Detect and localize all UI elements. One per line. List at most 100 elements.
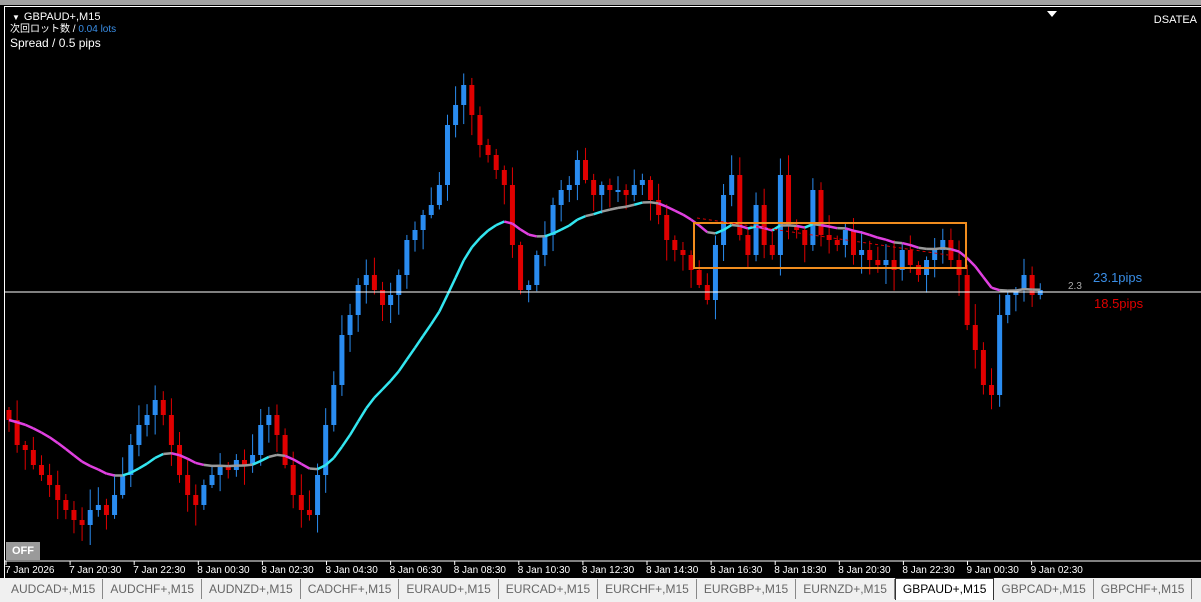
- moving-average-segment: [357, 407, 368, 423]
- dropdown-triangle-icon[interactable]: [1047, 11, 1057, 17]
- candle-body: [615, 190, 621, 192]
- moving-average-segment: [284, 454, 294, 461]
- moving-average-segment: [909, 243, 919, 249]
- candle-body: [323, 425, 329, 475]
- tab-eurchf-m15[interactable]: EURCHF+,M15: [598, 579, 697, 599]
- moving-average-segment: [89, 464, 99, 471]
- moving-average-segment: [81, 460, 91, 468]
- moving-average-segment: [982, 276, 993, 289]
- moving-average-segment: [195, 461, 205, 467]
- time-label: 7 Jan 2026: [5, 565, 55, 576]
- candle-body: [997, 315, 1003, 395]
- chart-symbol[interactable]: ▼ GBPAUD+,M15: [12, 11, 100, 24]
- tab-audcad-m15[interactable]: AUDCAD+,M15: [4, 579, 104, 599]
- candle-body: [404, 240, 410, 275]
- candle-body: [518, 245, 524, 290]
- moving-average-segment: [381, 379, 392, 391]
- candle-body: [850, 230, 856, 255]
- moving-average-segment: [519, 228, 530, 236]
- tab-gbpchf-m15[interactable]: GBPCHF+,M15: [1094, 579, 1193, 599]
- candle-body: [339, 335, 345, 385]
- tab-euraud-m15[interactable]: EURAUD+,M15: [399, 579, 499, 599]
- lots-value: 0.04 lots: [78, 24, 117, 35]
- candle-body: [915, 265, 921, 275]
- moving-average-segment: [739, 224, 749, 230]
- moving-average-segment: [504, 220, 513, 225]
- moving-average-segment: [828, 225, 838, 230]
- candle-body: [71, 510, 77, 520]
- lots-info: 次回ロット数 / 0.04 lots: [10, 24, 116, 36]
- tab-eurgbp-m15[interactable]: EURGBP+,M15: [697, 579, 797, 599]
- candle-body: [566, 185, 572, 190]
- candle-body: [631, 185, 637, 195]
- moving-average-segment: [560, 224, 570, 231]
- moving-average-segment: [130, 467, 140, 474]
- moving-average-segment: [796, 224, 806, 229]
- candle-body: [298, 495, 304, 510]
- candle-body: [461, 85, 467, 105]
- candle-body: [745, 235, 751, 255]
- tab-audchf-m15[interactable]: AUDCHF+,M15: [103, 579, 203, 599]
- tab-gbpcad-m15[interactable]: GBPCAD+,M15: [994, 579, 1094, 599]
- moving-average-segment: [771, 224, 782, 232]
- moving-average-segment: [163, 451, 172, 456]
- moving-average-segment: [276, 453, 286, 458]
- moving-average-segment: [73, 454, 83, 463]
- candle-body: [972, 325, 978, 350]
- moving-average-segment: [625, 203, 635, 208]
- moving-average-segment: [48, 436, 59, 444]
- candle-body: [209, 475, 215, 485]
- candle-body: [128, 445, 134, 475]
- candle-body: [6, 410, 12, 420]
- candle-body: [534, 255, 540, 285]
- moving-average-segment: [674, 209, 684, 216]
- candle-body: [859, 250, 865, 255]
- chart-tabs: AUDCAD+,M15 AUDCHF+,M15 AUDNZD+,M15 CADCHF+…: [0, 578, 1201, 602]
- moving-average-segment: [56, 441, 67, 450]
- candle-body: [266, 415, 272, 425]
- candle-body: [842, 230, 848, 245]
- moving-average-segment: [511, 222, 522, 231]
- off-button[interactable]: OFF: [6, 542, 40, 560]
- tab-cadchf-m15[interactable]: CADCHF+,M15: [301, 579, 400, 599]
- candle-body: [777, 175, 783, 255]
- candle-body: [980, 350, 986, 385]
- candle-body: [103, 505, 109, 515]
- candle-body: [1005, 295, 1011, 315]
- tab-audnzd-m15[interactable]: AUDNZD+,M15: [202, 579, 301, 599]
- time-label: 8 Jan 22:30: [902, 565, 955, 576]
- candle-body: [761, 205, 767, 245]
- moving-average-segment: [154, 452, 164, 460]
- candle-body: [185, 475, 191, 495]
- moving-average-segment: [8, 418, 18, 424]
- candle-body: [95, 505, 101, 510]
- candle-body: [477, 115, 483, 145]
- time-label: 8 Jan 20:30: [838, 565, 891, 576]
- moving-average-segment: [24, 423, 34, 430]
- moving-average-segment: [722, 223, 733, 231]
- tab-gbpaud-m15[interactable]: GBPAUD+,M15: [894, 578, 995, 600]
- candle-body: [420, 215, 426, 230]
- candle-body: [396, 275, 402, 295]
- chart-area[interactable]: ▼ GBPAUD+,M15 次回ロット数 / 0.04 lots Spread /…: [0, 0, 1201, 578]
- tab-eurcad-m15[interactable]: EURCAD+,M15: [499, 579, 599, 599]
- candle-body: [363, 275, 369, 285]
- moving-average-segment: [324, 456, 335, 467]
- candle-body: [388, 295, 394, 305]
- tab-eurnzd-m15[interactable]: EURNZD+,M15: [796, 579, 895, 599]
- candle-body: [201, 485, 207, 505]
- moving-average-segment: [495, 220, 505, 227]
- candle-body: [875, 260, 881, 265]
- candle-body: [639, 180, 645, 185]
- moving-average-segment: [658, 202, 668, 208]
- moving-average-segment: [666, 205, 676, 212]
- candle-body: [737, 175, 743, 235]
- candle-body: [63, 500, 69, 510]
- candle-body: [469, 85, 475, 115]
- small-value: 2.3: [1068, 281, 1082, 292]
- ea-name: DSATEA: [1153, 14, 1197, 26]
- moving-average-segment: [877, 236, 887, 241]
- candle-body: [599, 185, 605, 195]
- moving-average-segment: [601, 208, 611, 213]
- candle-body: [152, 400, 158, 415]
